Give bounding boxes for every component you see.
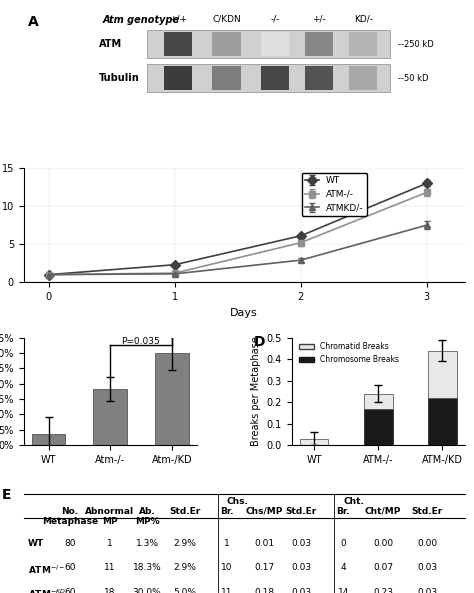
Text: 4: 4 xyxy=(340,563,346,572)
Text: 0.01: 0.01 xyxy=(254,539,274,548)
Bar xyxy=(349,66,377,91)
Legend: WT, ATM-/-, ATMKD/-: WT, ATM-/-, ATMKD/- xyxy=(301,173,367,216)
Bar xyxy=(349,32,377,56)
Text: P=0.035: P=0.035 xyxy=(121,337,160,346)
Text: -/-: -/- xyxy=(270,15,280,24)
Text: Cht.: Cht. xyxy=(343,498,364,506)
Text: D: D xyxy=(254,336,265,349)
Text: 1.3%: 1.3% xyxy=(136,539,159,548)
Bar xyxy=(261,32,289,56)
Text: --250 kD: --250 kD xyxy=(398,40,434,49)
Bar xyxy=(155,353,189,445)
Text: 0.03: 0.03 xyxy=(292,588,311,593)
Text: ATM: ATM xyxy=(99,39,122,49)
Text: 0.03: 0.03 xyxy=(417,563,437,572)
Text: 10: 10 xyxy=(221,563,232,572)
Text: Abnormal
MP: Abnormal MP xyxy=(85,507,134,527)
Text: 0.00: 0.00 xyxy=(373,539,393,548)
Bar xyxy=(428,398,456,445)
Bar xyxy=(147,30,390,58)
Text: Ab.
MP%: Ab. MP% xyxy=(135,507,159,527)
Bar xyxy=(212,66,241,91)
Text: Std.Er: Std.Er xyxy=(411,507,443,516)
Text: 5.0%: 5.0% xyxy=(173,588,196,593)
Bar xyxy=(147,64,390,93)
Bar xyxy=(164,32,192,56)
Text: 0.17: 0.17 xyxy=(254,563,274,572)
Bar xyxy=(364,394,392,409)
Text: 0: 0 xyxy=(340,539,346,548)
Text: ATM$^{-/-}$: ATM$^{-/-}$ xyxy=(28,563,65,576)
Text: 11: 11 xyxy=(104,563,115,572)
Bar xyxy=(93,389,127,445)
Y-axis label: Breaks per Metaphase: Breaks per Metaphase xyxy=(251,336,261,447)
Text: Chs.: Chs. xyxy=(227,498,248,506)
Text: WT: WT xyxy=(28,539,44,548)
Text: 1: 1 xyxy=(224,539,229,548)
Text: C/KDN: C/KDN xyxy=(212,15,241,24)
Text: 0.03: 0.03 xyxy=(292,563,311,572)
Text: Cht/MP: Cht/MP xyxy=(365,507,401,516)
X-axis label: Days: Days xyxy=(230,308,258,317)
Text: Br.: Br. xyxy=(337,507,350,516)
Text: 80: 80 xyxy=(64,539,76,548)
Text: 60: 60 xyxy=(64,563,76,572)
Text: Br.: Br. xyxy=(220,507,233,516)
Legend: Chromatid Breaks, Chromosome Breaks: Chromatid Breaks, Chromosome Breaks xyxy=(295,339,402,367)
Text: 14: 14 xyxy=(337,588,349,593)
Text: KD/-: KD/- xyxy=(354,15,373,24)
Text: 0.00: 0.00 xyxy=(417,539,437,548)
Bar xyxy=(300,439,328,445)
Text: 1: 1 xyxy=(107,539,112,548)
Text: 0.23: 0.23 xyxy=(373,588,393,593)
Text: 30.0%: 30.0% xyxy=(133,588,162,593)
Text: +/-: +/- xyxy=(312,15,326,24)
Bar xyxy=(212,32,241,56)
Text: 18: 18 xyxy=(104,588,115,593)
Bar xyxy=(32,434,65,445)
Text: Atm genotype: Atm genotype xyxy=(103,15,180,25)
Bar xyxy=(428,350,456,398)
Text: 18.3%: 18.3% xyxy=(133,563,162,572)
Text: 2.9%: 2.9% xyxy=(173,539,196,548)
Text: 0.03: 0.03 xyxy=(417,588,437,593)
Bar xyxy=(305,66,333,91)
Text: A: A xyxy=(28,15,39,29)
Text: 2.9%: 2.9% xyxy=(173,563,196,572)
Text: +/+: +/+ xyxy=(169,15,187,24)
Text: 0.07: 0.07 xyxy=(373,563,393,572)
Text: 11: 11 xyxy=(221,588,232,593)
Text: Std.Er: Std.Er xyxy=(169,507,200,516)
Bar xyxy=(364,409,392,445)
Text: Chs/MP: Chs/MP xyxy=(245,507,283,516)
Bar xyxy=(164,66,192,91)
Text: 0.18: 0.18 xyxy=(254,588,274,593)
Text: 60: 60 xyxy=(64,588,76,593)
Text: Std.Er: Std.Er xyxy=(286,507,317,516)
Text: --50 kD: --50 kD xyxy=(398,74,429,83)
Text: E: E xyxy=(2,489,11,502)
Text: Tubulin: Tubulin xyxy=(99,74,139,84)
Text: ATM$^{-KD}$: ATM$^{-KD}$ xyxy=(28,588,66,593)
Text: 0.03: 0.03 xyxy=(292,539,311,548)
Text: No.
Metaphase: No. Metaphase xyxy=(42,507,98,527)
Bar xyxy=(261,66,289,91)
Bar xyxy=(305,32,333,56)
